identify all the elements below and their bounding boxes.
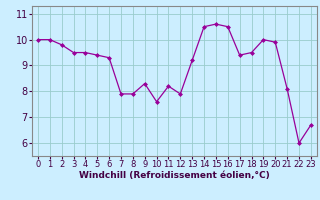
X-axis label: Windchill (Refroidissement éolien,°C): Windchill (Refroidissement éolien,°C) — [79, 171, 270, 180]
